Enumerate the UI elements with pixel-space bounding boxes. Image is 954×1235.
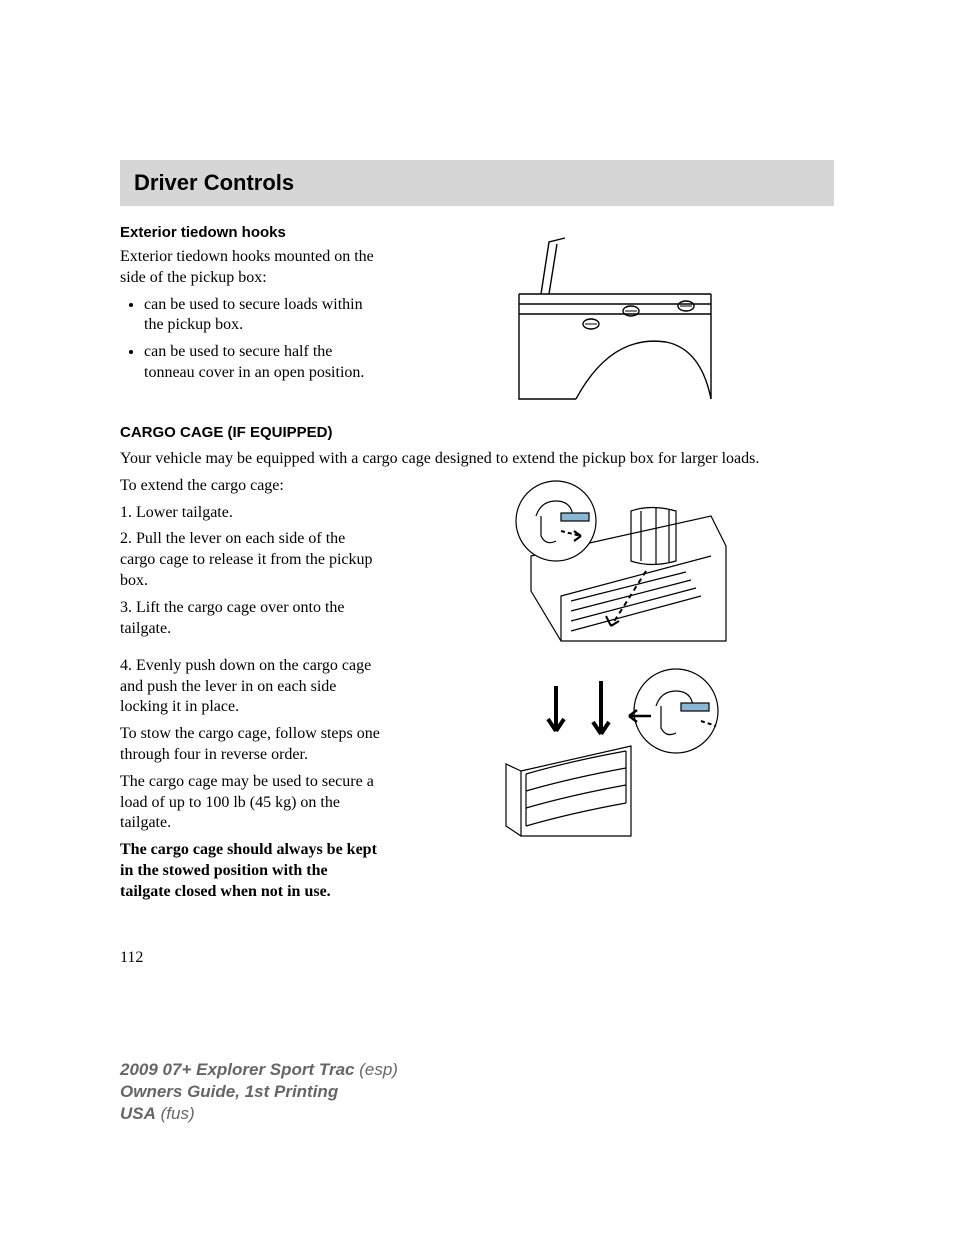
footer-block: 2009 07+ Explorer Sport Trac (esp) Owner… bbox=[120, 1059, 398, 1125]
step-item: 1. Lower tailgate. bbox=[120, 503, 380, 524]
section2-intro: Your vehicle may be equipped with a carg… bbox=[120, 449, 834, 470]
section2-block-b: 4. Evenly push down on the cargo cage an… bbox=[120, 656, 834, 909]
footer-line-1: 2009 07+ Explorer Sport Trac (esp) bbox=[120, 1059, 398, 1081]
stow-text: To stow the cargo cage, follow steps one… bbox=[120, 724, 380, 766]
footer-model: 2009 07+ Explorer Sport Trac bbox=[120, 1060, 355, 1079]
page-number: 112 bbox=[120, 949, 834, 967]
step-item: 3. Lift the cargo cage over onto the tai… bbox=[120, 598, 380, 640]
section1-intro: Exterior tiedown hooks mounted on the si… bbox=[120, 247, 380, 289]
figure-cargo-cage-release bbox=[398, 476, 834, 646]
figure-cargo-cage-lock bbox=[398, 656, 834, 909]
section-exterior-tiedown: Exterior tiedown hooks Exterior tiedown … bbox=[120, 224, 834, 404]
section1-heading: Exterior tiedown hooks bbox=[120, 224, 380, 241]
pickup-box-illustration-icon bbox=[501, 224, 731, 404]
extend-label: To extend the cargo cage: bbox=[120, 476, 380, 497]
warning-text: The cargo cage should always be kept in … bbox=[120, 840, 380, 902]
cargo-cage-release-icon bbox=[501, 476, 731, 646]
section-header-bar: Driver Controls bbox=[120, 160, 834, 206]
section1-text: Exterior tiedown hooks Exterior tiedown … bbox=[120, 224, 380, 404]
manual-page: Driver Controls Exterior tiedown hooks E… bbox=[0, 0, 954, 1235]
section2-heading: CARGO CAGE (IF EQUIPPED) bbox=[120, 424, 834, 441]
footer-country: USA bbox=[120, 1104, 156, 1123]
figure-tiedown-hooks bbox=[398, 224, 834, 404]
section2-text-b: 4. Evenly push down on the cargo cage an… bbox=[120, 656, 380, 909]
bullet-item: can be used to secure loads within the p… bbox=[144, 295, 380, 337]
step-item: 4. Evenly push down on the cargo cage an… bbox=[120, 656, 380, 718]
footer-line-2: Owners Guide, 1st Printing bbox=[120, 1081, 398, 1103]
section2-text-a: To extend the cargo cage: 1. Lower tailg… bbox=[120, 476, 380, 646]
section2-block-a: To extend the cargo cage: 1. Lower tailg… bbox=[120, 476, 834, 646]
cargo-cage-lock-icon bbox=[501, 656, 731, 846]
footer-esp: (esp) bbox=[355, 1060, 398, 1079]
section-title: Driver Controls bbox=[134, 170, 820, 196]
footer-fus: (fus) bbox=[156, 1104, 195, 1123]
section1-bullet-list: can be used to secure loads within the p… bbox=[120, 295, 380, 384]
load-text: The cargo cage may be used to secure a l… bbox=[120, 772, 380, 834]
bullet-item: can be used to secure half the tonneau c… bbox=[144, 342, 380, 384]
footer-line-3: USA (fus) bbox=[120, 1103, 398, 1125]
step-item: 2. Pull the lever on each side of the ca… bbox=[120, 529, 380, 591]
